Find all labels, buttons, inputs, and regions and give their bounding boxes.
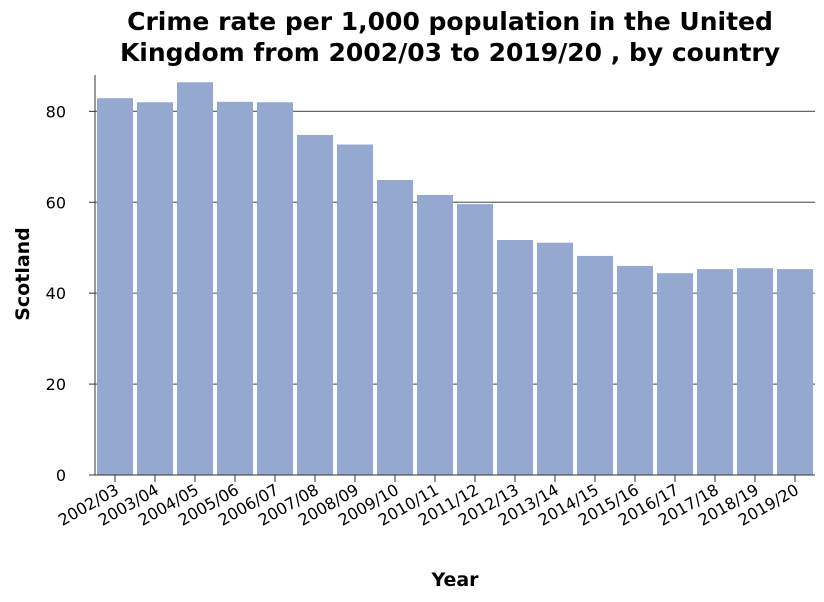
bar-2011/12 (457, 204, 493, 475)
bar-2010/11 (417, 195, 453, 475)
bar-2007/08 (297, 135, 333, 475)
bar-2006/07 (257, 102, 293, 475)
x-tick-labels: 2002/032003/042004/052005/062006/072007/… (55, 480, 802, 530)
bar-2014/15 (577, 255, 613, 475)
bar-2003/04 (137, 102, 173, 475)
bar-2012/13 (497, 240, 533, 475)
chart-title-line-2: Kingdom from 2002/03 to 2019/20 , by cou… (120, 38, 780, 67)
axes (89, 75, 815, 482)
y-tick-label-40: 40 (46, 284, 66, 303)
bar-2002/03 (97, 98, 133, 475)
bars (97, 82, 813, 476)
bar-2016/17 (657, 273, 693, 475)
y-tick-label-0: 0 (56, 466, 66, 485)
y-tick-label-80: 80 (46, 102, 66, 121)
bar-2015/16 (617, 265, 653, 475)
bar-2004/05 (177, 82, 213, 475)
bar-2018/19 (737, 268, 773, 475)
bar-2019/20 (777, 269, 813, 475)
bar-2009/10 (377, 180, 413, 475)
gridlines (95, 110, 815, 385)
y-axis-title: Scotland (12, 227, 34, 321)
x-axis-title: Year (430, 569, 479, 591)
bar-2013/14 (537, 242, 573, 475)
y-tick-labels: 0 20 40 60 80 (46, 102, 66, 485)
y-tick-label-20: 20 (46, 375, 66, 394)
bar-2005/06 (217, 101, 253, 476)
chart-title-line-1: Crime rate per 1,000 population in the U… (127, 7, 773, 36)
bar-2017/18 (697, 269, 733, 475)
y-tick-label-60: 60 (46, 193, 66, 212)
bar-2008/09 (337, 144, 373, 475)
